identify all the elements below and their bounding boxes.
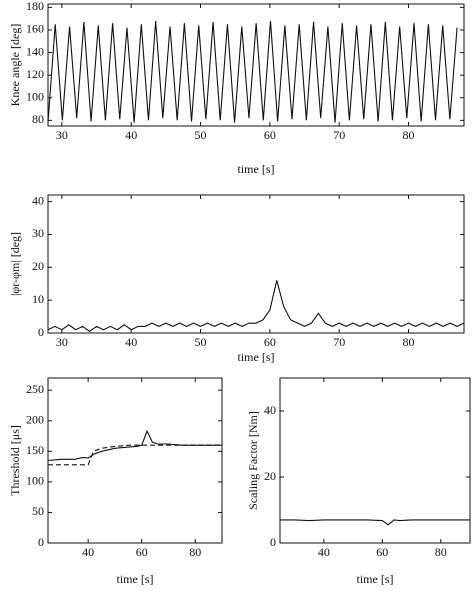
x-tick-label: 60 [264, 128, 276, 142]
data-line [47, 429, 222, 462]
y-axis-label: |φr-φm| [deg] [8, 232, 22, 296]
y-tick-label: 120 [26, 67, 44, 81]
y-tick-label: 40 [264, 403, 276, 417]
plot-frame [47, 377, 223, 544]
y-tick-label: 250 [26, 382, 44, 396]
x-tick-label: 30 [56, 128, 68, 142]
plot-frame [47, 194, 465, 334]
x-tick-label: 50 [195, 128, 207, 142]
y-tick-label: 50 [32, 504, 44, 518]
x-tick-label: 40 [82, 545, 94, 559]
x-axis-label: time [s] [238, 162, 275, 176]
x-tick-label: 70 [333, 335, 345, 349]
y-tick-label: 100 [26, 90, 44, 104]
x-tick-label: 40 [125, 128, 137, 142]
y-tick-label: 100 [26, 474, 44, 488]
y-tick-label: 10 [32, 292, 44, 306]
x-axis-label: time [s] [357, 572, 394, 586]
y-axis-label: Threshold [μs] [8, 425, 22, 496]
data-line [280, 519, 470, 526]
y-tick-label: 180 [26, 0, 44, 13]
y-axis-label: Knee angle [deg] [8, 24, 22, 107]
x-tick-label: 40 [318, 545, 330, 559]
x-tick-label: 80 [403, 128, 415, 142]
plot-frame [47, 3, 465, 127]
y-tick-label: 150 [26, 443, 44, 457]
x-tick-label: 80 [435, 545, 447, 559]
data-line [47, 20, 458, 123]
plot-frame [279, 377, 471, 544]
x-tick-label: 70 [333, 128, 345, 142]
y-tick-label: 140 [26, 44, 44, 58]
x-tick-label: 80 [189, 545, 201, 559]
y-tick-label: 200 [26, 413, 44, 427]
y-tick-label: 20 [264, 469, 276, 483]
y-tick-label: 0 [38, 535, 44, 549]
x-tick-label: 60 [264, 335, 276, 349]
y-tick-label: 0 [38, 325, 44, 339]
x-tick-label: 30 [56, 335, 68, 349]
x-tick-label: 60 [136, 545, 148, 559]
y-tick-label: 160 [26, 22, 44, 36]
data-line [48, 444, 222, 466]
x-axis-label: time [s] [238, 350, 275, 364]
x-axis-label: time [s] [117, 572, 154, 586]
y-tick-label: 20 [32, 259, 44, 273]
y-tick-label: 40 [32, 193, 44, 207]
x-tick-label: 80 [403, 335, 415, 349]
x-tick-label: 50 [195, 335, 207, 349]
y-tick-label: 30 [32, 226, 44, 240]
y-tick-label: 0 [270, 535, 276, 549]
y-axis-label: Scaling Factor [Nm] [246, 411, 260, 510]
y-tick-label: 80 [32, 112, 44, 126]
x-tick-label: 40 [125, 335, 137, 349]
data-line [47, 280, 465, 333]
x-tick-label: 60 [376, 545, 388, 559]
